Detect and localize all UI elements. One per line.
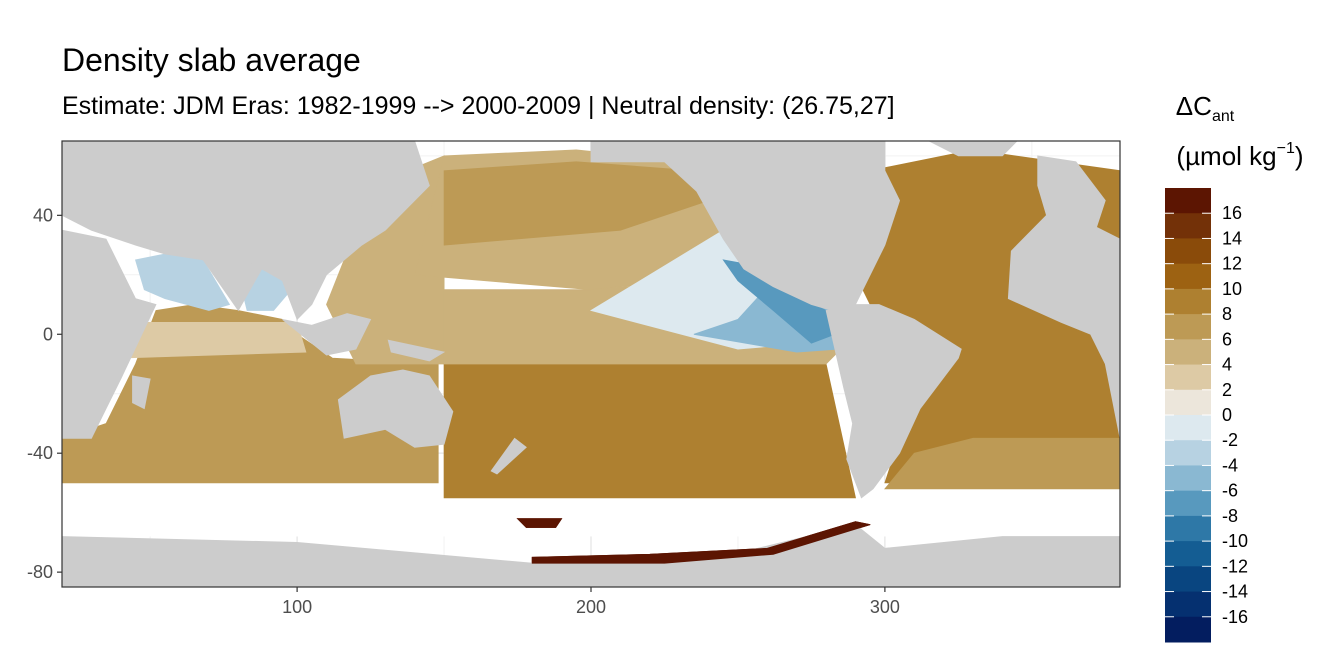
legend-swatch-15 (1165, 566, 1211, 593)
legend-label-15: -14 (1222, 582, 1248, 602)
shelf-antarctic-shelf (531, 521, 871, 564)
legend-swatch-17 (1165, 616, 1211, 643)
land-maritime-se-asia (282, 313, 372, 356)
y-tick-label-1: 0 (43, 324, 53, 344)
shelf-ross-sea (516, 518, 563, 528)
y-tick-label-3: -80 (27, 562, 53, 582)
y-tick-label-2: -40 (27, 443, 53, 463)
legend: ΔCant (µmol kg−1) 16 14 12 10 8 6 4 2 0 -2 -4 -6 -8 -… (1165, 91, 1304, 643)
legend-label-6: 4 (1222, 355, 1232, 375)
legend-label-9: -2 (1222, 430, 1238, 450)
land-europe-africa-east (1007, 155, 1120, 439)
legend-label-4: 8 (1222, 304, 1232, 324)
land-new-guinea (387, 339, 446, 362)
land-greenland (928, 141, 1018, 157)
legend-label-8: 0 (1222, 405, 1232, 425)
land-new-zealand (490, 437, 527, 475)
legend-swatch-2 (1165, 238, 1211, 265)
land-eurasia (62, 141, 430, 321)
legend-swatch-16 (1165, 591, 1211, 618)
legend-swatch-1 (1165, 213, 1211, 239)
x-tick-label-0: 100 (282, 597, 312, 617)
legend-label-2: 12 (1222, 254, 1242, 274)
legend-label-7: 2 (1222, 380, 1232, 400)
legend-swatch-0 (1165, 188, 1211, 214)
land-indian-subcontinent (202, 250, 263, 312)
legend-swatch-3 (1165, 263, 1211, 290)
legend-label-5: 6 (1222, 329, 1232, 349)
region-south-pacific (443, 363, 856, 499)
region-equatorial-indian (120, 321, 307, 359)
legend-swatch-10 (1165, 440, 1211, 466)
land-south-america (825, 304, 962, 499)
legend-label-12: -8 (1222, 506, 1238, 526)
region-south-atlantic-band (884, 437, 1120, 490)
legend-label-0: 16 (1222, 203, 1242, 223)
legend-label-11: -6 (1222, 481, 1238, 501)
legend-swatch-13 (1165, 515, 1211, 542)
legend-swatch-11 (1165, 465, 1211, 492)
x-tick-label-2: 300 (870, 597, 900, 617)
legend-swatch-4 (1165, 288, 1211, 315)
land-north-america (590, 141, 901, 311)
land-australia (337, 369, 454, 448)
chart-subtitle: Estimate: JDM Eras: 1982-1999 --> 2000-2… (62, 92, 895, 120)
x-tick-label-1: 200 (576, 597, 606, 617)
legend-swatch-5 (1165, 314, 1211, 340)
legend-swatch-9 (1165, 415, 1211, 441)
land-antarctica (62, 524, 1120, 587)
legend-label-16: -16 (1222, 607, 1248, 627)
chart-title: Density slab average (62, 42, 361, 78)
land-africa (62, 229, 157, 439)
legend-swatch-8 (1165, 389, 1211, 416)
legend-label-3: 10 (1222, 279, 1242, 299)
legend-colorbar (1165, 188, 1211, 643)
legend-labels: 16 14 12 10 8 6 4 2 0 -2 -4 -6 -8 -10 -12 -14 -16 (1165, 203, 1248, 627)
legend-units: (µmol kg−1) (1176, 140, 1303, 171)
legend-swatch-7 (1165, 364, 1211, 391)
legend-label-1: 14 (1222, 228, 1242, 248)
legend-swatch-6 (1165, 339, 1211, 366)
y-tick-label-0: 40 (33, 205, 53, 225)
legend-label-10: -4 (1222, 455, 1238, 475)
legend-label-14: -12 (1222, 556, 1248, 576)
data-layer (62, 141, 1120, 587)
legend-swatch-14 (1165, 541, 1211, 567)
legend-title: ΔCant (1176, 91, 1235, 125)
legend-swatch-12 (1165, 490, 1211, 517)
land-madagascar (132, 375, 151, 410)
legend-label-13: -10 (1222, 531, 1248, 551)
